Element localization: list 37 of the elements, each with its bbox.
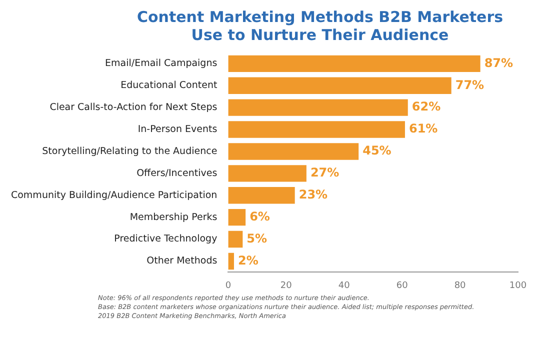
data-label: 61% [408, 122, 438, 136]
y-tick-label: Other Methods [146, 256, 218, 267]
bar [228, 143, 359, 160]
bar [228, 55, 480, 72]
y-tick-label: Email/Email Campaigns [105, 58, 218, 70]
y-tick-label: Offers/Incentives [136, 168, 218, 179]
y-tick-label: Membership Perks [130, 212, 218, 223]
data-label: 62% [412, 100, 441, 114]
y-tick-label: Clear Calls-to-Action for Next Steps [50, 102, 218, 114]
y-tick-label: Educational Content [120, 80, 218, 92]
bar [228, 208, 246, 226]
data-label: 2% [238, 253, 258, 268]
data-label: 6% [250, 209, 270, 224]
chart-title: Content Marketing Methods B2B Marketers Use to Nurture Their Audience [136, 8, 504, 44]
y-tick-label: Storytelling/Relating to the Audience [42, 146, 218, 157]
bar [228, 121, 405, 138]
x-tick-label: 0 [225, 280, 232, 291]
x-tick-label: 100 [509, 280, 527, 291]
y-tick-label: Community Building/Audience Participation [10, 190, 218, 201]
bar [228, 77, 452, 94]
y-tick-label: Predictive Technology [114, 234, 218, 245]
bar [228, 99, 408, 116]
data-label: 77% [455, 78, 484, 92]
data-label: 45% [362, 144, 392, 158]
bar [228, 165, 306, 182]
bar [228, 187, 295, 204]
x-tick-label: 40 [338, 280, 350, 291]
y-tick-label: In-Person Events [138, 124, 218, 135]
x-tick-label: 60 [396, 280, 408, 291]
data-label: 5% [246, 231, 268, 246]
data-label: 27% [310, 166, 340, 180]
data-label: 23% [298, 188, 328, 202]
data-label: 87% [484, 56, 514, 70]
bar [228, 230, 243, 248]
x-tick-label: 80 [454, 280, 466, 291]
x-tick-label: 20 [280, 280, 292, 291]
bar [228, 252, 234, 270]
